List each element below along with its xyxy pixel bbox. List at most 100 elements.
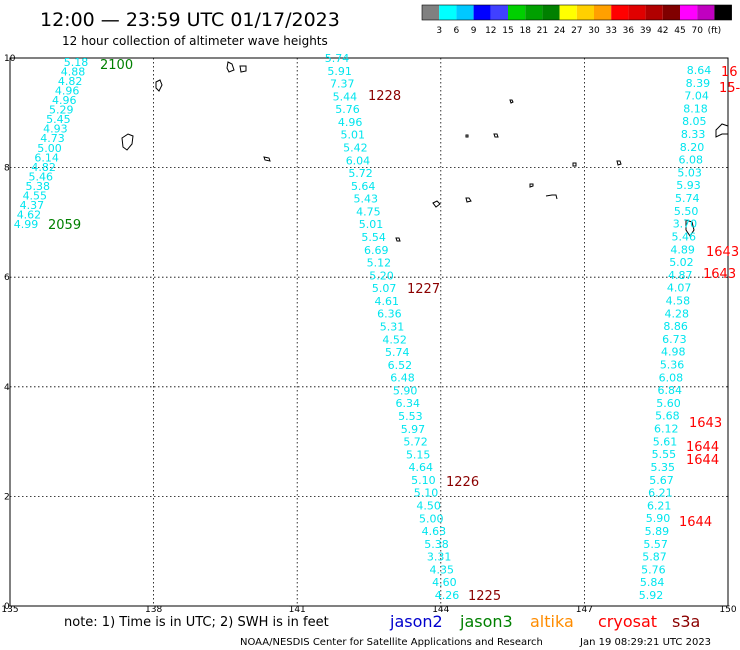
scale-label: 24	[554, 26, 566, 36]
scale-swatch	[473, 5, 491, 20]
y-tick-label: 10	[4, 54, 16, 64]
pass-time-label: 1644	[679, 515, 712, 530]
legend-cryosat: cryosat	[598, 612, 657, 631]
island-outline	[155, 79, 163, 92]
wave-height-label: 4.89	[670, 243, 695, 256]
scale-label: 18	[519, 26, 531, 36]
scale-label: 27	[571, 26, 582, 36]
map-frame	[9, 57, 729, 607]
y-tick-label: 4	[4, 383, 10, 393]
island-outline	[685, 219, 695, 237]
wave-height-label: 8.39	[686, 77, 711, 90]
scale-label: 21	[537, 26, 548, 36]
wave-height-label: 5.44	[333, 90, 358, 103]
wave-height-label: 5.76	[335, 103, 360, 116]
wave-height-label: 5.03	[677, 166, 702, 179]
wave-height-label: 4.99	[14, 218, 39, 231]
wave-height-label: 5.97	[401, 423, 426, 436]
wave-height-label: 4.96	[52, 94, 77, 107]
legend-s3a: s3a	[672, 612, 700, 631]
pass-time-label: 1227	[407, 282, 440, 297]
x-tick-label: 135	[1, 605, 18, 615]
scale-swatch	[594, 5, 612, 20]
x-tick-label: 141	[289, 605, 306, 615]
wave-height-label: 5.31	[380, 321, 405, 334]
wave-height-label: 4.88	[61, 66, 86, 79]
wave-height-label: 7.37	[330, 78, 355, 91]
wave-height-label: 5.50	[674, 205, 699, 218]
scale-swatch	[576, 5, 594, 20]
wave-height-label: 5.10	[411, 474, 436, 487]
scale-label: 6	[454, 26, 460, 36]
wave-height-label: 6.21	[648, 487, 673, 500]
x-tick-label: 144	[432, 605, 449, 615]
wave-height-label: 5.91	[327, 65, 352, 78]
pass-time-label: 1644	[686, 453, 719, 468]
scale-swatch	[542, 5, 560, 20]
wave-height-label: 6.08	[659, 371, 684, 384]
wave-height-label: 6.12	[654, 423, 679, 436]
wave-height-label: 5.92	[639, 589, 664, 602]
wave-height-label: 5.74	[325, 52, 350, 65]
wave-height-label: 4.28	[665, 307, 690, 320]
island-outline	[572, 162, 577, 167]
wave-height-label: 4.87	[668, 269, 693, 282]
wave-height-label: 5.90	[393, 384, 418, 397]
wave-height-label: 5.55	[652, 448, 677, 461]
scale-label: 33	[605, 26, 616, 36]
island-outline	[529, 183, 534, 188]
wave-height-label: 5.54	[361, 231, 386, 244]
pass-time-label: 15-	[719, 81, 740, 96]
island-outline	[121, 133, 134, 151]
scale-label: 12	[485, 26, 496, 36]
wave-height-label: 6.48	[390, 372, 415, 385]
wave-height-label: 4.73	[40, 132, 65, 145]
wave-height-label: 5.53	[398, 410, 423, 423]
island-outline	[493, 133, 499, 138]
wave-height-label: 5.10	[414, 487, 439, 500]
scale-swatch	[422, 5, 440, 20]
legend-jason2: jason2	[389, 612, 443, 631]
wave-height-label: 4.37	[20, 199, 45, 212]
pass-time-label: 1644	[686, 440, 719, 455]
wave-height-label: 6.84	[657, 384, 682, 397]
wave-height-label: 4.96	[338, 116, 363, 129]
scale-label: 39	[640, 26, 652, 36]
wave-height-label: 4.52	[382, 333, 407, 346]
wave-height-label: 3.70	[673, 218, 698, 231]
wave-height-label: 6.69	[364, 244, 389, 257]
y-tick-label: 8	[4, 164, 10, 174]
scale-swatch	[645, 5, 663, 20]
wave-height-label: 5.29	[49, 104, 74, 117]
pass-time-label: 1225	[468, 589, 501, 604]
wave-height-label: 5.00	[419, 512, 444, 525]
wave-height-label: 5.72	[348, 167, 373, 180]
wave-height-label: 4.82	[31, 161, 56, 174]
scale-label: (ft)	[708, 26, 722, 36]
pass-time-label: 2100	[100, 58, 133, 73]
wave-height-label: 4.82	[58, 75, 83, 88]
wave-height-label: 5.61	[653, 435, 678, 448]
wave-height-label: 5.84	[640, 576, 665, 589]
wave-height-label: 5.60	[656, 397, 681, 410]
x-tick-label: 150	[719, 605, 736, 615]
wave-height-label: 5.15	[406, 448, 431, 461]
wave-height-label: 5.01	[340, 129, 365, 142]
wave-height-label: 4.07	[667, 282, 692, 295]
scale-swatch	[456, 5, 474, 20]
map-title: 12:00 — 23:59 UTC 01/17/2023	[40, 9, 340, 31]
wave-height-label: 5.46	[28, 170, 53, 183]
wave-height-label: 5.93	[676, 179, 701, 192]
wave-height-label: 5.20	[369, 269, 394, 282]
x-tick-label: 147	[576, 605, 593, 615]
island-outline	[432, 200, 441, 208]
wave-height-label: 5.74	[675, 192, 700, 205]
island-outline	[226, 61, 235, 73]
pass-time-label: 16	[721, 65, 738, 80]
wave-height-label: 5.64	[351, 180, 376, 193]
wave-height-label: 5.89	[645, 525, 670, 538]
wave-height-label: 8.20	[680, 141, 705, 154]
wave-height-label: 4.63	[422, 525, 447, 538]
y-tick-label: 2	[4, 492, 10, 502]
